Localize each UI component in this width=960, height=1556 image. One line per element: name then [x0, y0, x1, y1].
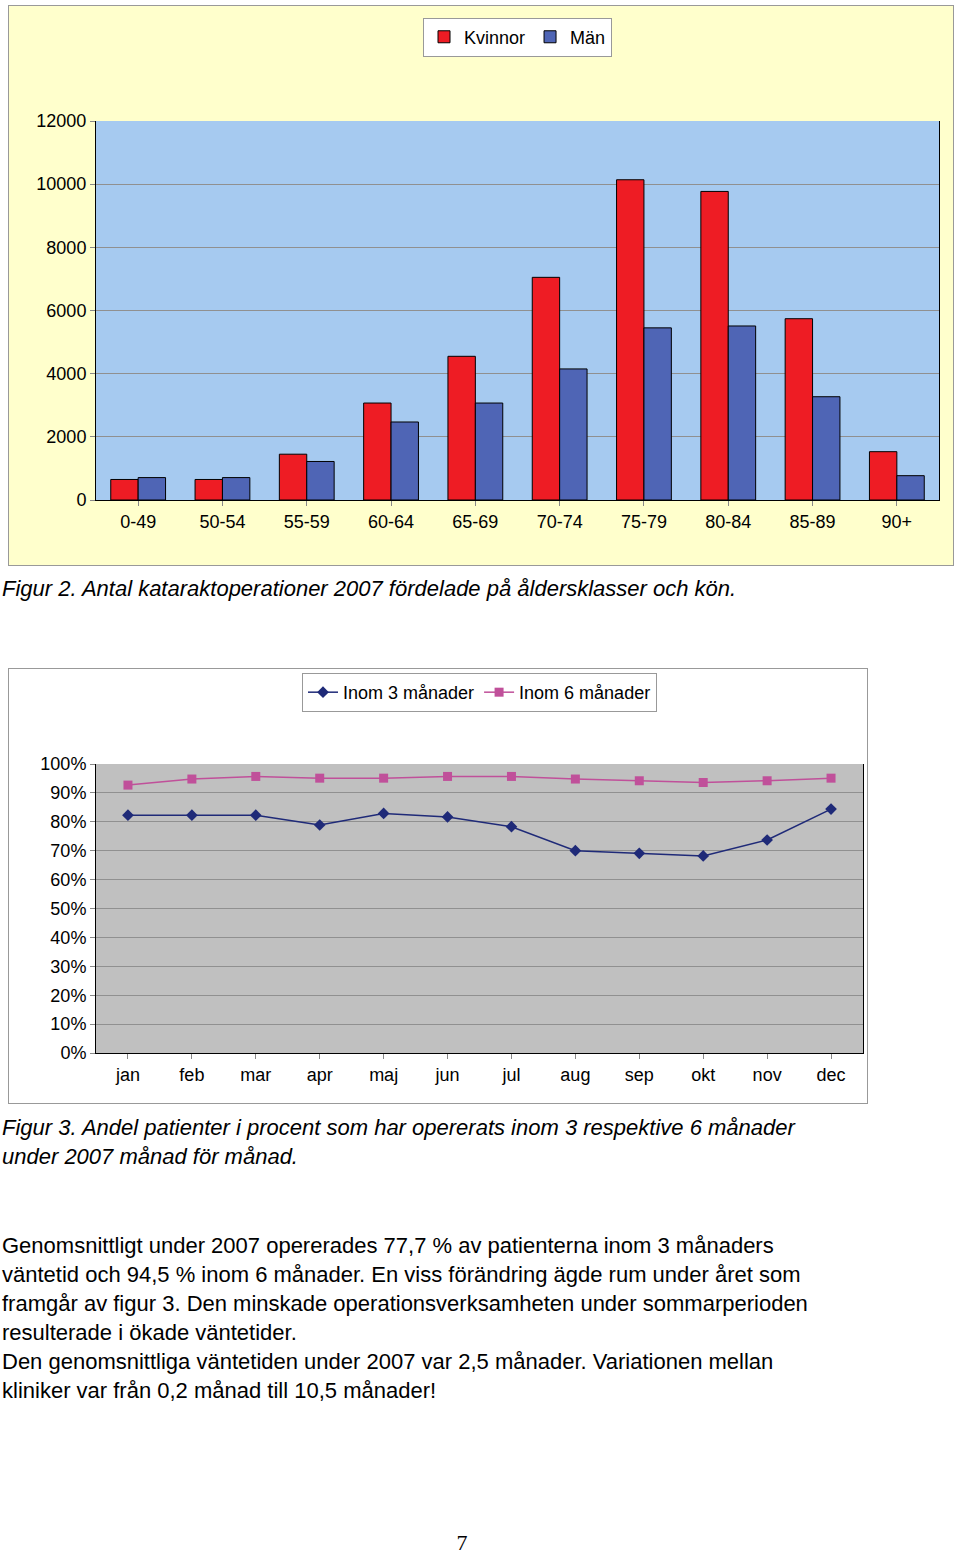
svg-text:30%: 30% — [50, 957, 86, 977]
svg-text:60-64: 60-64 — [368, 512, 414, 532]
svg-text:jan: jan — [115, 1065, 140, 1085]
svg-text:sep: sep — [625, 1065, 654, 1085]
svg-text:60%: 60% — [50, 870, 86, 890]
svg-text:okt: okt — [691, 1065, 715, 1085]
html-text:väntetid och 94,5 % inom 6 mån: väntetid och 94,5 % inom 6 månader. En v… — [2, 1262, 801, 1287]
svg-text:50%: 50% — [50, 899, 86, 919]
svg-text:feb: feb — [179, 1065, 204, 1085]
svg-text:6000: 6000 — [46, 301, 86, 321]
html-text:7: 7 — [456, 1530, 468, 1555]
html-text:kliniker var från 0,2 månad ti: kliniker var från 0,2 månad till 10,5 må… — [2, 1378, 437, 1403]
svg-text:80%: 80% — [50, 812, 86, 832]
svg-text:65-69: 65-69 — [452, 512, 498, 532]
svg-text:0-49: 0-49 — [120, 512, 156, 532]
svg-text:0%: 0% — [60, 1043, 86, 1063]
svg-text:maj: maj — [369, 1065, 398, 1085]
svg-text:8000: 8000 — [46, 238, 86, 258]
svg-text:85-89: 85-89 — [790, 512, 836, 532]
svg-text:55-59: 55-59 — [284, 512, 330, 532]
svg-text:apr: apr — [307, 1065, 333, 1085]
svg-text:75-79: 75-79 — [621, 512, 667, 532]
html-text:Genomsnittligt under 2007 oper: Genomsnittligt under 2007 opererades 77,… — [2, 1233, 774, 1258]
html-text:under 2007 månad för månad.: under 2007 månad för månad. — [2, 1144, 298, 1169]
svg-text:70%: 70% — [50, 841, 86, 861]
svg-text:4000: 4000 — [46, 364, 86, 384]
svg-text:Kvinnor: Kvinnor — [464, 28, 525, 48]
svg-text:90%: 90% — [50, 783, 86, 803]
svg-text:Inom 3 månader: Inom 3 månader — [343, 683, 474, 703]
svg-text:aug: aug — [560, 1065, 590, 1085]
svg-text:80-84: 80-84 — [705, 512, 751, 532]
svg-text:2000: 2000 — [46, 427, 86, 447]
svg-text:12000: 12000 — [36, 111, 86, 131]
svg-text:jun: jun — [435, 1065, 460, 1085]
html-text:resulterade i ökade väntetider: resulterade i ökade väntetider. — [2, 1320, 297, 1345]
svg-text:Inom 6 månader: Inom 6 månader — [519, 683, 650, 703]
svg-text:10000: 10000 — [36, 174, 86, 194]
svg-text:70-74: 70-74 — [537, 512, 583, 532]
svg-text:90+: 90+ — [882, 512, 913, 532]
svg-text:dec: dec — [817, 1065, 846, 1085]
svg-text:10%: 10% — [50, 1014, 86, 1034]
html-text:Figur 3. Andel patienter i pro: Figur 3. Andel patienter i procent som h… — [2, 1115, 795, 1140]
html-text:Figur 2. Antal kataraktoperati: Figur 2. Antal kataraktoperationer 2007 … — [2, 576, 737, 601]
svg-text:50-54: 50-54 — [199, 512, 245, 532]
svg-text:0: 0 — [76, 490, 86, 510]
svg-text:40%: 40% — [50, 928, 86, 948]
html-text:Den genomsnittliga väntetiden: Den genomsnittliga väntetiden under 2007… — [2, 1349, 774, 1374]
html-text:framgår av figur 3. Den minska: framgår av figur 3. Den minskade operati… — [2, 1291, 808, 1316]
svg-text:jul: jul — [501, 1065, 520, 1085]
svg-text:nov: nov — [753, 1065, 782, 1085]
svg-text:20%: 20% — [50, 986, 86, 1006]
svg-text:mar: mar — [240, 1065, 271, 1085]
svg-text:100%: 100% — [40, 754, 86, 774]
svg-text:Män: Män — [570, 28, 605, 48]
